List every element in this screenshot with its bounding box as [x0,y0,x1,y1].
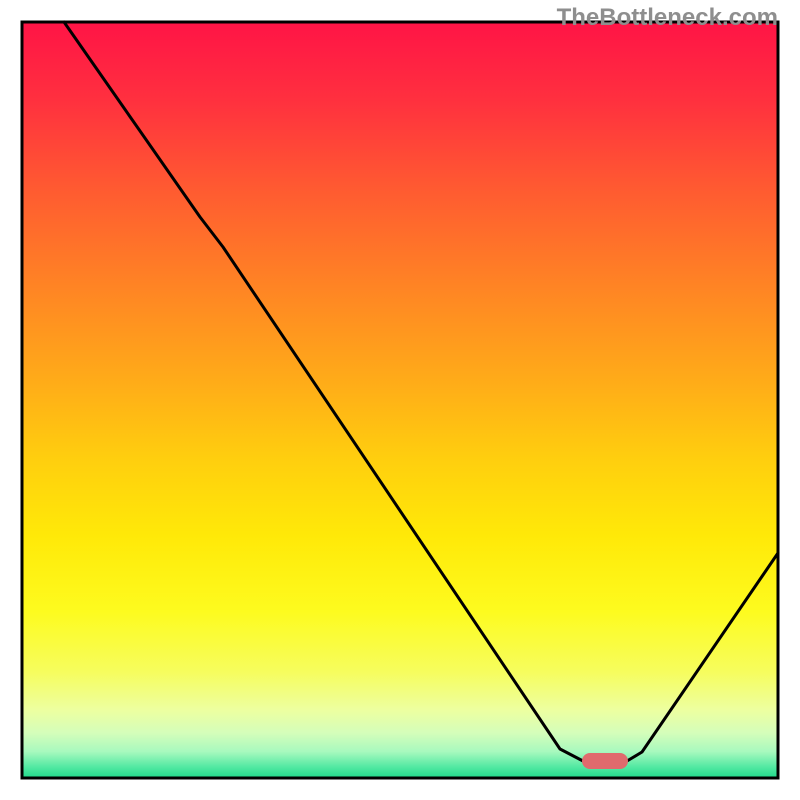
gradient-background [22,22,778,778]
chart-root: TheBottleneck.com [0,0,800,800]
optimal-marker [582,753,628,769]
chart-svg [0,0,800,800]
watermark-text: TheBottleneck.com [557,4,778,32]
